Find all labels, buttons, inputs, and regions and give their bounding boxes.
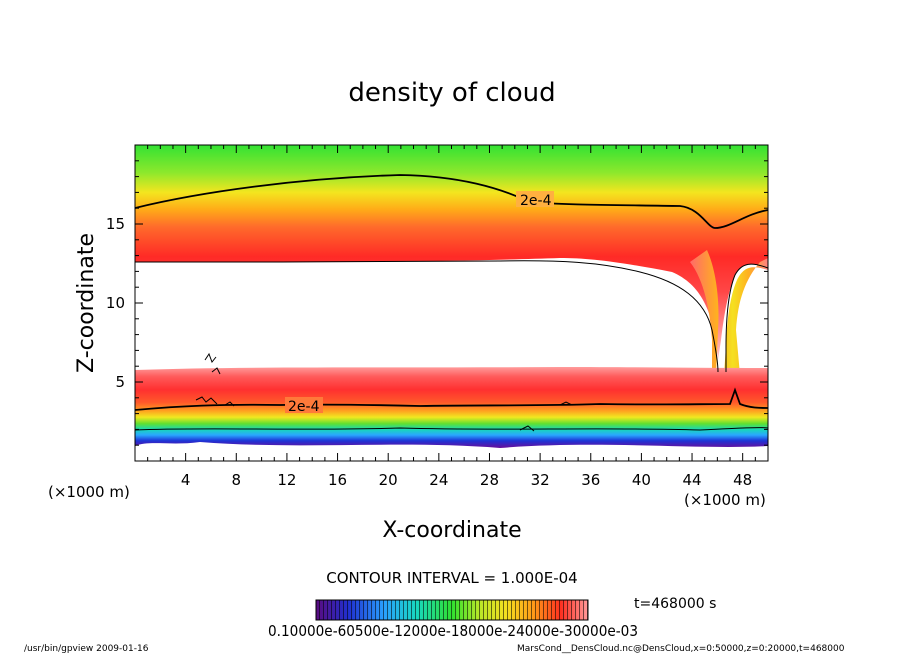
contour-noise (195, 352, 573, 432)
x-tick-label: 4 (181, 471, 191, 489)
y-axis-label: Z-coordinate (74, 233, 99, 373)
contour-plume-right (725, 263, 768, 372)
upper-cloud-layer (135, 145, 768, 360)
contour-bottom (135, 427, 768, 431)
x-tick-label: 32 (531, 471, 550, 489)
x-tick-label: 40 (632, 471, 651, 489)
contour-label-lower: 2e-4 (288, 399, 320, 415)
x-axis: 4 8 12 16 20 24 28 32 36 40 44 48 (134, 145, 769, 489)
lower-cloud-layer (135, 367, 768, 448)
x-axis-label: X-coordinate (382, 518, 521, 543)
colorbar-frame (315, 599, 589, 621)
x-tick-label: 36 (581, 471, 600, 489)
y-tick-label: 10 (106, 294, 125, 312)
contour-label-upper: 2e-4 (520, 193, 552, 209)
x-tick-label: 44 (682, 471, 701, 489)
plot-area: 2e-4 2e-4 (135, 145, 768, 461)
time-label: t=468000 s (634, 596, 716, 612)
contour-interval-text: CONTOUR INTERVAL = 1.000E-04 (326, 569, 577, 587)
x-tick-label: 24 (429, 471, 448, 489)
y-unit-label: (×1000 m) (48, 483, 130, 501)
colorbar-labels: 0.10000e-60500e-12000e-18000e-24000e-300… (268, 622, 638, 640)
footer-right: MarsCond__DensCloud.nc@DensCloud,x=0:500… (517, 644, 845, 654)
x-tick-label: 28 (480, 471, 499, 489)
x-tick-label: 16 (328, 471, 347, 489)
footer-left: /usr/bin/gpview 2009-01-16 (24, 644, 149, 654)
contour-2e-4-lower (135, 387, 768, 411)
x-tick-label: 20 (379, 471, 398, 489)
x-tick-label: 12 (277, 471, 296, 489)
chart-title: density of cloud (348, 78, 555, 108)
contour-upper-inner (135, 260, 719, 373)
cloud-plume (690, 250, 768, 375)
x-tick-label: 8 (232, 471, 242, 489)
y-tick-label: 5 (115, 373, 125, 391)
y-axis: 5 10 15 (106, 144, 768, 462)
y-tick-label: 15 (106, 215, 125, 233)
colorbar-ticks (316, 600, 588, 620)
x-tick-label: 48 (733, 471, 752, 489)
x-unit-label: (×1000 m) (684, 491, 766, 509)
